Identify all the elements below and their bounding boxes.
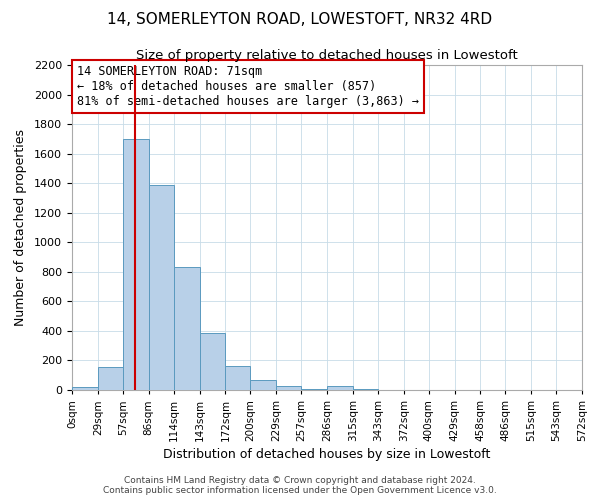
Text: Contains HM Land Registry data © Crown copyright and database right 2024.
Contai: Contains HM Land Registry data © Crown c… [103, 476, 497, 495]
X-axis label: Distribution of detached houses by size in Lowestoft: Distribution of detached houses by size … [163, 448, 491, 461]
Title: Size of property relative to detached houses in Lowestoft: Size of property relative to detached ho… [136, 50, 518, 62]
Text: 14 SOMERLEYTON ROAD: 71sqm
← 18% of detached houses are smaller (857)
81% of sem: 14 SOMERLEYTON ROAD: 71sqm ← 18% of deta… [77, 65, 419, 108]
Bar [173, 268, 199, 390]
Bar [98, 367, 123, 390]
Bar [276, 386, 301, 390]
Bar [149, 184, 173, 390]
Y-axis label: Number of detached properties: Number of detached properties [14, 129, 27, 326]
Bar [72, 387, 98, 390]
Bar [199, 333, 226, 390]
Bar [226, 366, 250, 390]
Bar [123, 139, 149, 390]
Text: 14, SOMERLEYTON ROAD, LOWESTOFT, NR32 4RD: 14, SOMERLEYTON ROAD, LOWESTOFT, NR32 4R… [107, 12, 493, 28]
Bar [327, 386, 353, 390]
Bar [250, 380, 276, 390]
